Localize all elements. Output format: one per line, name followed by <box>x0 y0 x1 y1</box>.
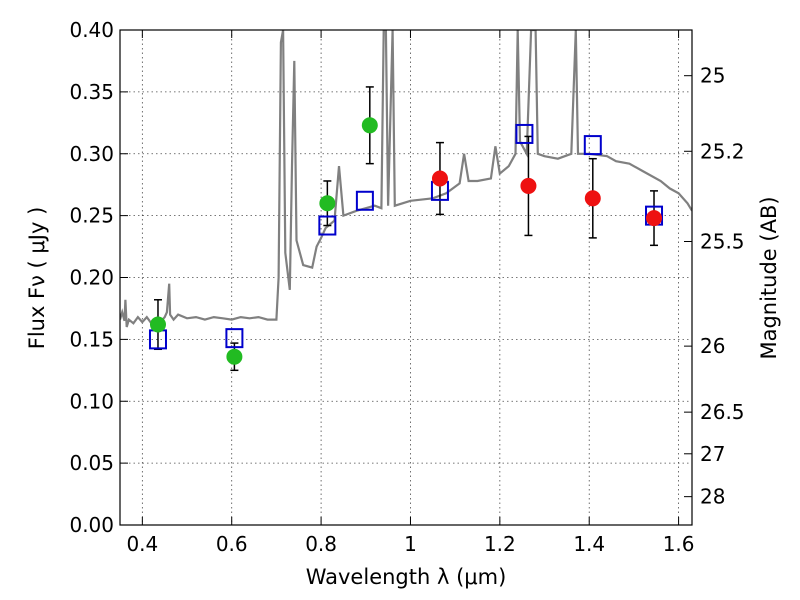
y-tick-label: 0.05 <box>69 451 114 475</box>
model-photometry-square <box>583 135 602 156</box>
red-data-point <box>431 170 448 187</box>
x-tick-label: 1.2 <box>484 532 516 556</box>
y-axis-label: Flux Fν ( μJy ) <box>25 207 49 350</box>
model-spectrum-line <box>120 30 692 328</box>
data-markers <box>148 117 664 365</box>
red-data-point <box>584 190 601 207</box>
grid-lines <box>120 29 692 526</box>
x-tick-label: 0.8 <box>305 532 337 556</box>
model-photometry-square <box>225 328 244 349</box>
green-data-point <box>361 117 378 134</box>
y-tick-label: 0.30 <box>69 142 114 166</box>
y-tick-label: 0.35 <box>69 80 114 104</box>
x-tick-label: 1 <box>404 532 417 556</box>
right-tick-label: 28 <box>700 485 725 509</box>
right-tick-label: 26 <box>700 334 725 358</box>
y-tick-label: 0.40 <box>69 18 114 42</box>
y-tick-label: 0.10 <box>69 389 114 413</box>
right-y-axis-label: Magnitude (AB) <box>757 196 781 359</box>
x-tick-label: 1.6 <box>663 532 695 556</box>
green-data-point <box>319 195 336 212</box>
model-photometry-square <box>318 215 337 236</box>
x-tick-label: 0.4 <box>126 532 158 556</box>
x-axis-label: Wavelength λ (μm) <box>306 565 507 589</box>
model-photometry-square <box>515 123 534 144</box>
y-tick-label: 0.00 <box>69 513 114 537</box>
green-data-point <box>149 316 166 333</box>
y-tick-label: 0.25 <box>69 204 114 228</box>
model-spectrum-series <box>120 30 692 328</box>
right-tick-label: 27 <box>700 442 725 466</box>
y-tick-label: 0.15 <box>69 327 114 351</box>
axis-ticks: 0.4 0.6 0.8 1 1.2 1.4 1.6 0.00 0.05 0.10 0.15 0.20 0… <box>69 18 744 556</box>
red-data-point <box>520 177 537 194</box>
right-tick-label: 26.5 <box>700 400 745 424</box>
right-tick-label: 25.2 <box>700 139 745 163</box>
green-data-point <box>226 348 243 365</box>
red-data-point <box>646 210 663 227</box>
y-tick-label: 0.20 <box>69 266 114 290</box>
error-bars <box>153 86 659 372</box>
right-tick-label: 25 <box>700 64 725 88</box>
model-photometry-square <box>355 190 374 211</box>
right-tick-label: 25.5 <box>700 230 745 254</box>
x-tick-label: 0.6 <box>216 532 248 556</box>
x-tick-label: 1.4 <box>573 532 605 556</box>
